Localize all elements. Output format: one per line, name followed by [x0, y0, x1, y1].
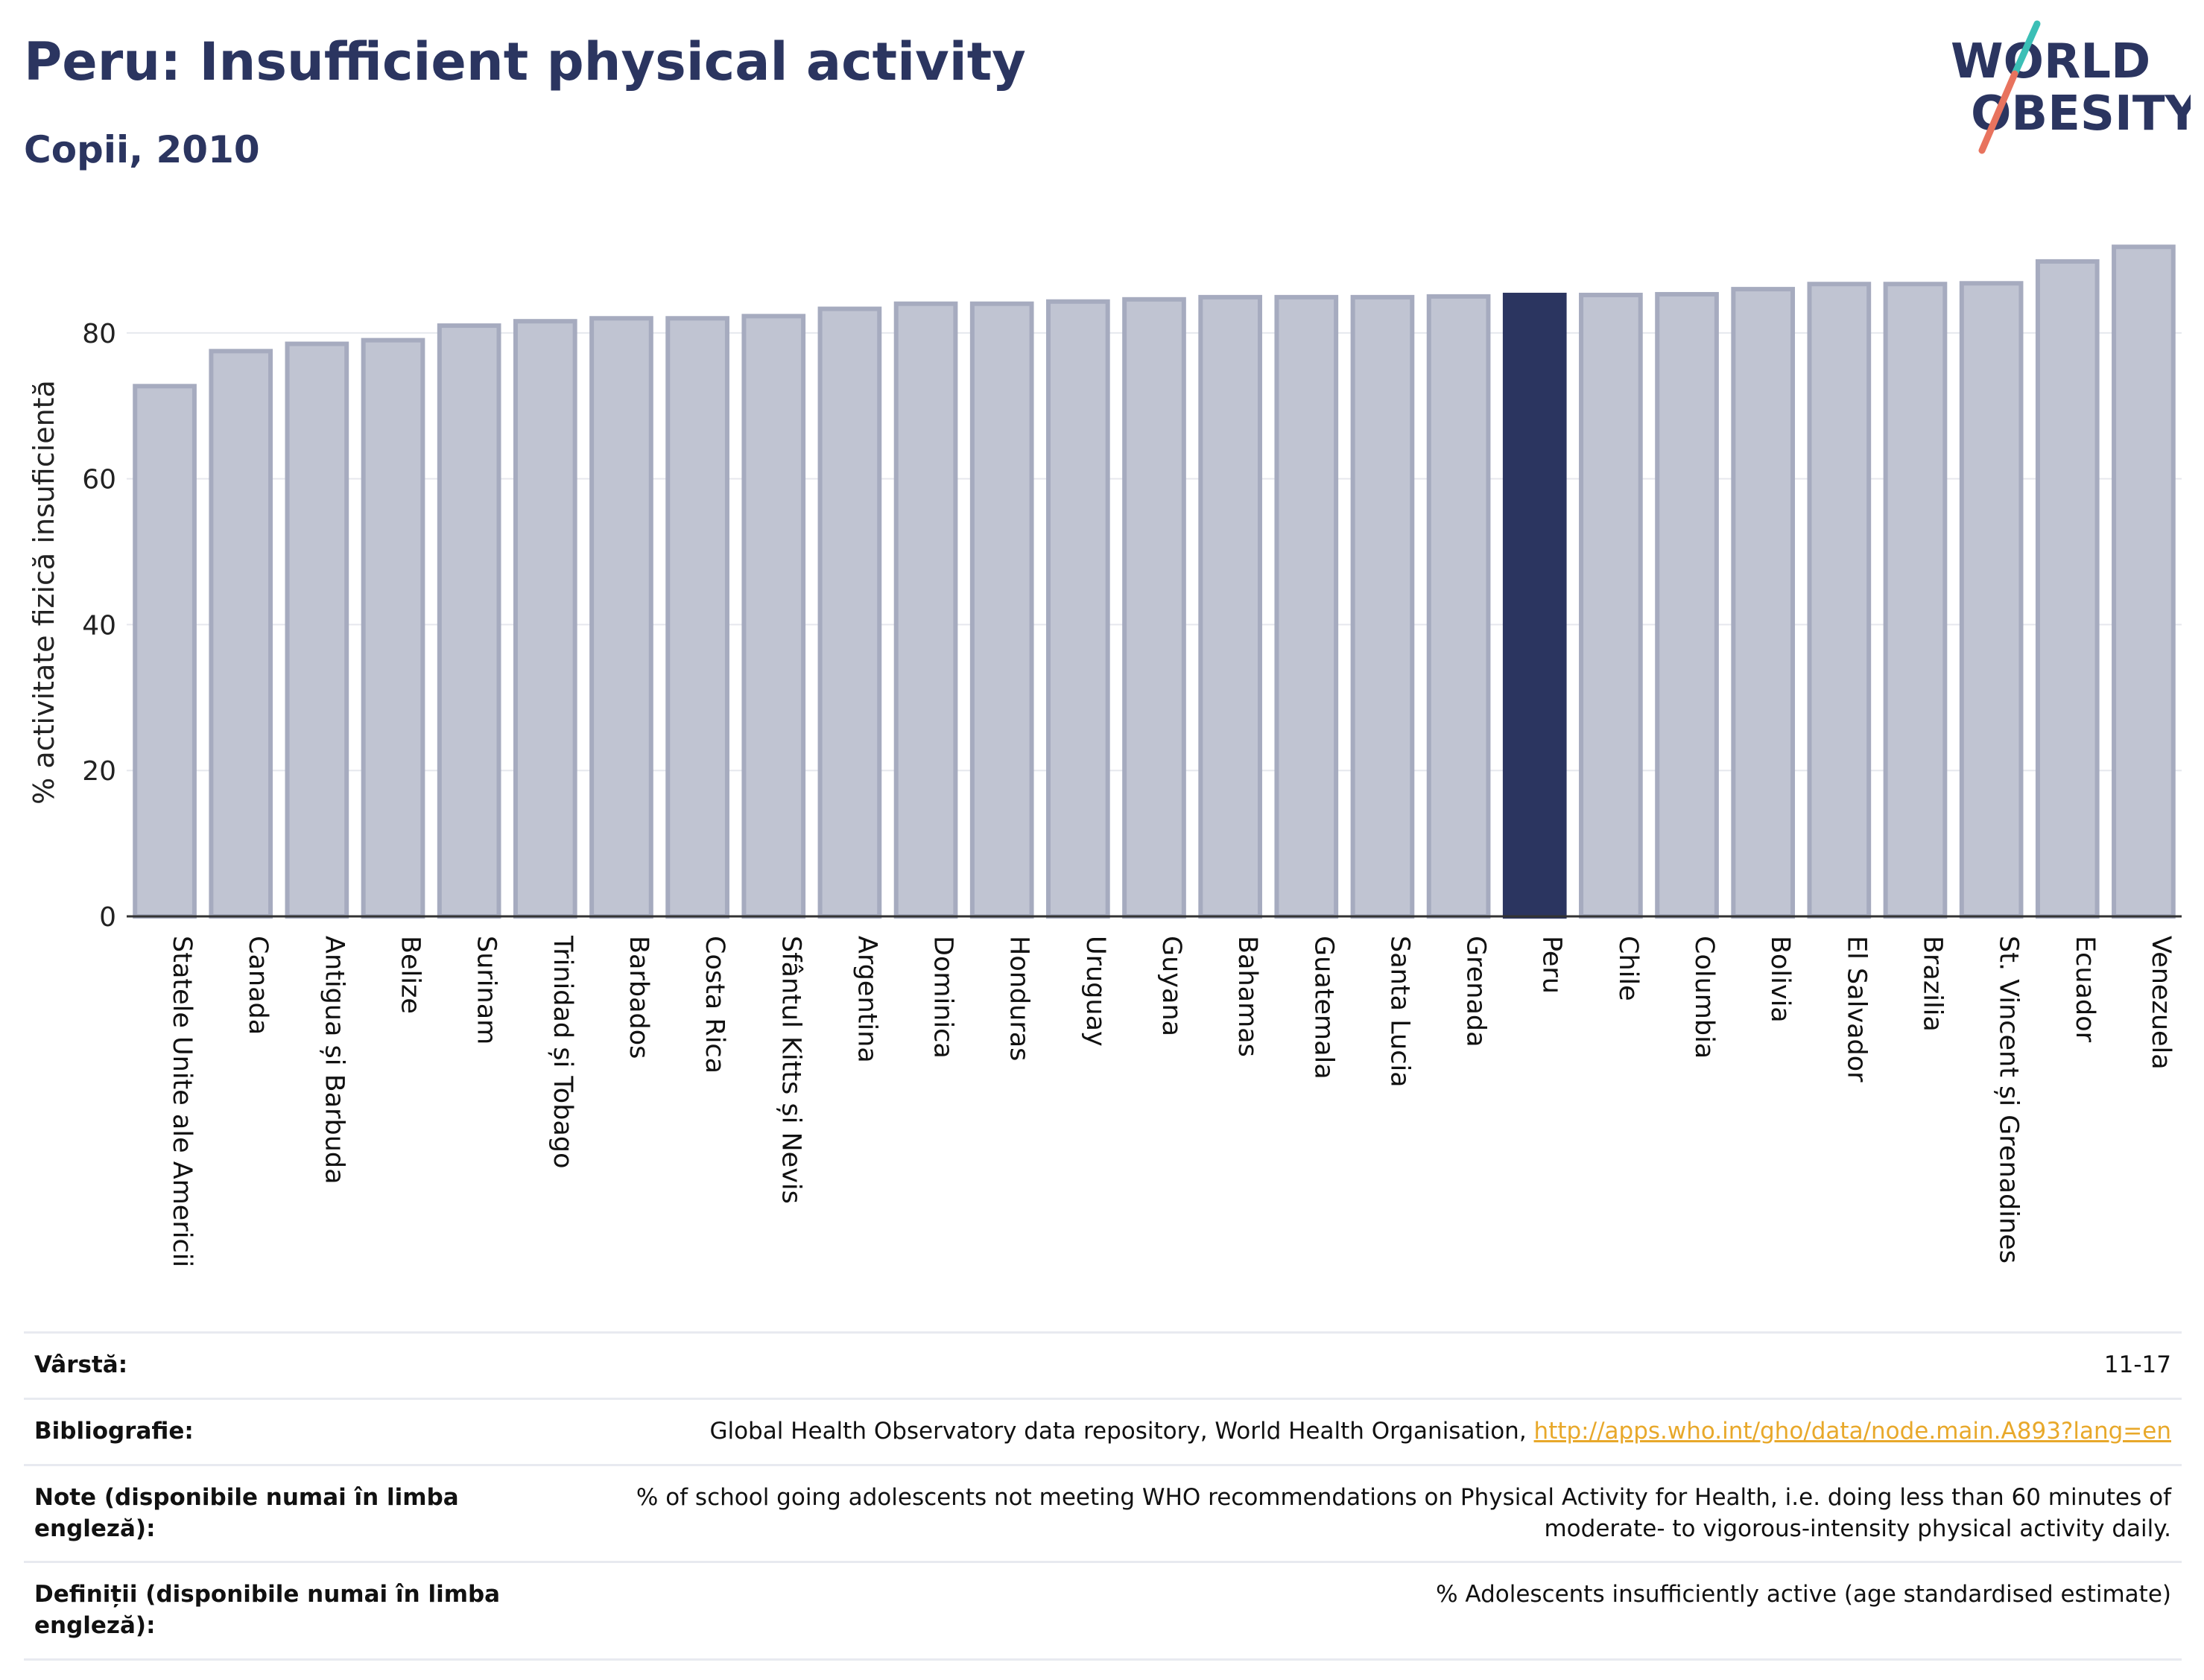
info-value-text: 11-17 [2103, 1351, 2171, 1378]
bar-brazilia [1883, 282, 1948, 919]
x-tick-label: Grenada [1461, 936, 1491, 1047]
x-tick-label: Dominica [928, 936, 958, 1059]
logo-slash-coral [1978, 70, 2018, 154]
bar-trinidad-i-tobago [513, 319, 577, 919]
bar-uruguay [1046, 299, 1110, 919]
y-tick-label: 40 [82, 610, 116, 641]
x-tick-label: Surinam [472, 936, 501, 1045]
x-tick-label: St. Vincent și Grenadines [1994, 936, 2024, 1264]
logo-text-world: WORLD [1951, 34, 2150, 89]
x-tick-label: Venezuela [2146, 936, 2176, 1070]
x-tick-label: Barbados [624, 936, 653, 1059]
bar-el-salvador [1807, 282, 1872, 919]
bar-barbados [589, 316, 653, 919]
bar-honduras [969, 301, 1034, 919]
bar-bolivia [1731, 287, 1796, 919]
bar-venezuela [2112, 244, 2176, 919]
bar-grenada [1426, 294, 1491, 919]
info-value: 11-17 [566, 1331, 2182, 1400]
x-tick-label: Sfântul Kitts și Nevis [776, 936, 805, 1204]
x-tick-label: Guyana [1156, 936, 1186, 1036]
bar-statele-unite-ale-americii [133, 384, 197, 919]
y-axis-label: % activitate fizică insuficientă [28, 380, 60, 805]
bar-guatemala [1274, 294, 1339, 919]
x-tick-label: Columbia [1689, 936, 1719, 1059]
x-tick-label: Statele Unite ale Americii [167, 936, 197, 1267]
bar-chile [1579, 292, 1643, 919]
bar-dominica [893, 301, 958, 919]
x-tick-label: Guatemala [1308, 936, 1338, 1080]
info-row: Bibliografie: Global Health Observatory d… [24, 1397, 2182, 1466]
bar-surinam [437, 323, 501, 919]
bar-antigua-i-barbuda [285, 341, 349, 919]
y-tick-label: 0 [99, 902, 116, 933]
bar-st-vincent-i-grenadines [1959, 281, 2024, 919]
x-tick-labels: Statele Unite ale Americii Canada Antigua … [167, 935, 2176, 1267]
source-link[interactable]: http://apps.who.int/gho/data/node.main.A… [1533, 1417, 2171, 1445]
bar-peru [1502, 292, 1567, 919]
bar-argentina [817, 306, 882, 919]
y-tick-label: 60 [82, 465, 116, 495]
x-tick-label: Uruguay [1080, 936, 1110, 1047]
info-value: % Adolescents insufficiently active (age… [566, 1561, 2182, 1661]
world-obesity-logo: WORLD OBESITY [1951, 20, 2191, 154]
bar-bahamas [1198, 294, 1262, 919]
y-tick-label: 20 [82, 756, 116, 787]
x-tick-label: Argentina [852, 936, 881, 1063]
x-tick-label: Honduras [1004, 936, 1034, 1061]
bar-columbia [1655, 291, 1719, 919]
x-tick-label: Costa Rica [700, 936, 729, 1074]
info-table: Vârstă: 11-17 Bibliografie: Global Health O… [24, 1331, 2182, 1661]
bar-canada [209, 349, 273, 919]
info-row: Vârstă: 11-17 [24, 1331, 2182, 1400]
info-row: Definiții (disponibile numai în limba en… [24, 1561, 2182, 1661]
info-label: Note (disponibile numai în limba engleză… [24, 1463, 566, 1564]
x-tick-label: Canada [243, 936, 273, 1035]
y-tick-labels: 0 20 40 60 80 [82, 319, 116, 933]
x-tick-label: Ecuador [2070, 936, 2100, 1043]
info-value-text: Global Health Observatory data repositor… [709, 1417, 1534, 1445]
page-title: Peru: Insufficient physical activity [24, 31, 1026, 92]
logo-slash-teal [2011, 20, 2041, 77]
x-tick-label: Bolivia [1765, 936, 1795, 1023]
bar-santa-lucia [1350, 294, 1415, 919]
info-label: Vârstă: [24, 1331, 566, 1400]
bar-guyana [1122, 297, 1186, 919]
x-tick-label: Chile [1613, 936, 1643, 1001]
info-value-text: % of school going adolescents not meetin… [636, 1483, 2171, 1542]
info-row: Note (disponibile numai în limba engleză… [24, 1463, 2182, 1564]
x-tick-label: Antigua și Barbuda [319, 936, 349, 1185]
page-subtitle: Copii, 2010 [24, 128, 260, 171]
x-tick-label: Bahamas [1232, 936, 1262, 1057]
bar-ecuador [2035, 259, 2100, 919]
x-tick-label: Belize [396, 936, 425, 1014]
bar-sf-ntul-kitts-i-nevis [741, 314, 806, 919]
x-tick-label: Trinidad și Tobago [548, 935, 577, 1169]
x-tick-label: Brazilia [1917, 936, 1947, 1032]
bar-belize [361, 337, 425, 919]
info-label: Bibliografie: [24, 1397, 566, 1466]
info-label: Definiții (disponibile numai în limba en… [24, 1561, 566, 1661]
y-tick-label: 80 [82, 319, 116, 349]
info-value-text: % Adolescents insufficiently active (age… [1436, 1581, 2171, 1608]
x-tick-label: Santa Lucia [1384, 936, 1414, 1088]
bar-costa-rica [665, 316, 729, 919]
x-tick-label: Peru [1537, 936, 1567, 994]
info-value: Global Health Observatory data repositor… [566, 1397, 2182, 1466]
bar-chart: 0 20 40 60 80 Statele Unite ale Americii Cana… [28, 244, 2182, 1267]
bars [133, 244, 2176, 919]
x-tick-label: El Salvador [1841, 936, 1871, 1083]
info-value: % of school going adolescents not meetin… [566, 1463, 2182, 1564]
